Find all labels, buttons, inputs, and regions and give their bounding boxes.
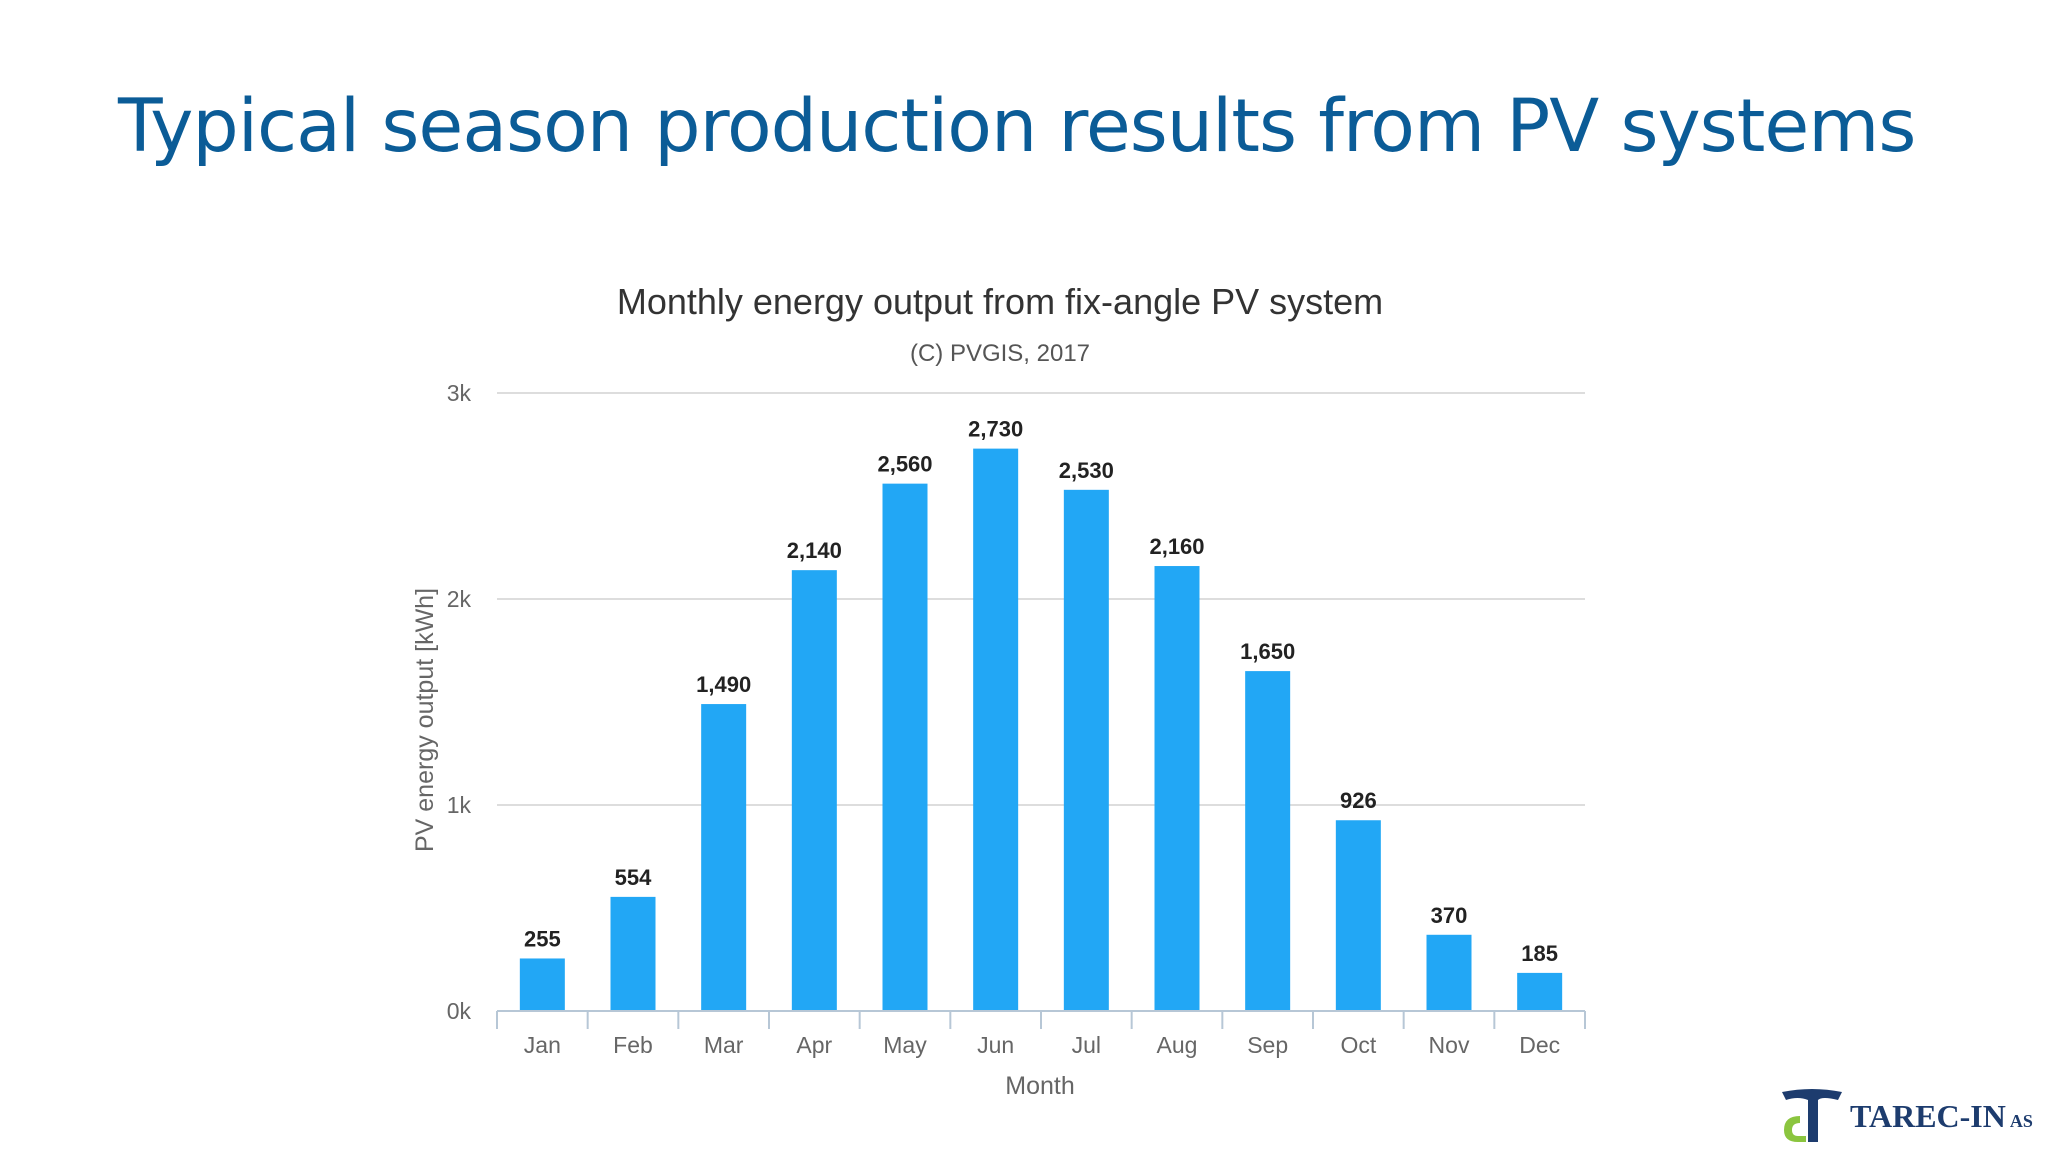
data-label: 2,730 [968, 417, 1023, 442]
bar-jan [519, 958, 565, 1011]
data-label: 554 [615, 865, 652, 890]
bar-oct [1335, 820, 1381, 1011]
x-tick-label: Jan [524, 1032, 561, 1058]
x-tick-label: Mar [704, 1032, 744, 1058]
data-label: 2,560 [877, 452, 932, 477]
data-label: 255 [524, 926, 561, 951]
x-tick-label: Feb [613, 1032, 653, 1058]
x-tick-label: May [883, 1032, 927, 1058]
data-label: 1,650 [1240, 639, 1295, 664]
y-axis-title: PV energy output [kWh] [411, 588, 439, 852]
company-logo: TAREC-IN AS [1850, 1098, 2033, 1135]
logo-suffix: AS [2009, 1111, 2033, 1131]
data-label: 2,530 [1059, 458, 1114, 483]
chart-title: Monthly energy output from fix-angle PV … [617, 281, 1383, 322]
x-tick-label: Dec [1519, 1032, 1560, 1058]
x-tick-label: Jul [1072, 1032, 1101, 1058]
bar-dec [1517, 972, 1563, 1011]
data-label: 2,140 [787, 538, 842, 563]
gridlines [497, 392, 1585, 806]
bar-mar [701, 704, 747, 1011]
chart-subtitle: (C) PVGIS, 2017 [910, 340, 1090, 367]
y-tick-label: 2k [447, 586, 472, 612]
bar-sep [1245, 671, 1291, 1011]
y-tick-label: 3k [447, 380, 472, 406]
data-label: 1,490 [696, 672, 751, 697]
x-tick-label: Sep [1247, 1032, 1288, 1058]
slide-title: Typical season production results from P… [118, 84, 1916, 169]
bar-jun [973, 448, 1019, 1011]
x-tick-label: Apr [796, 1032, 832, 1058]
bars [519, 448, 1563, 1011]
data-label: 2,160 [1149, 534, 1204, 559]
data-label: 926 [1340, 788, 1377, 813]
bar-may [882, 483, 928, 1011]
data-labels: 255 554 1,490 2,140 2,560 2,730 2,530 2,160 1,65… [524, 417, 1558, 966]
bar-aug [1154, 566, 1200, 1011]
x-tick-label: Oct [1340, 1032, 1376, 1058]
x-tick-label: Aug [1157, 1032, 1198, 1058]
bar-feb [610, 896, 656, 1011]
data-label: 185 [1521, 941, 1558, 966]
x-tick-label: Jun [977, 1032, 1014, 1058]
tarec-logo-icon [1782, 1089, 1842, 1142]
x-axis: Jan Feb Mar Apr May Jun Jul Aug Sep Oct Nov Dec [496, 1010, 1586, 1058]
bar-apr [791, 570, 837, 1011]
y-tick-label: 0k [447, 998, 472, 1024]
data-label: 370 [1431, 903, 1468, 928]
y-axis-ticks: 0k 1k 2k 3k [447, 380, 472, 1024]
x-tick-label: Nov [1429, 1032, 1470, 1058]
y-tick-label: 1k [447, 792, 472, 818]
bar-jul [1063, 489, 1109, 1011]
bar-nov [1426, 934, 1472, 1011]
logo-name: TAREC-IN [1850, 1098, 2006, 1134]
x-axis-title: Month [1005, 1072, 1074, 1100]
